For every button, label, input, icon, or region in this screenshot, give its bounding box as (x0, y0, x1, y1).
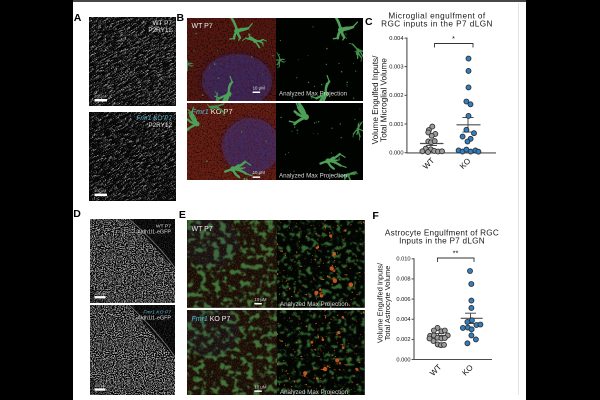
svg-text:Aldh1l1-eGFP: Aldh1l1-eGFP (137, 315, 171, 321)
svg-text:Fmr1 KO P7: Fmr1 KO P7 (143, 309, 171, 315)
svg-text:Microglial engulfment of: Microglial engulfment of (388, 11, 486, 20)
svg-text:WT: WT (421, 156, 436, 171)
svg-text:10 μM: 10 μM (253, 170, 266, 175)
svg-text:Analyzed Max Projection: Analyzed Max Projection (279, 172, 348, 179)
svg-text:0.000: 0.000 (389, 151, 403, 157)
svg-text:0.002: 0.002 (389, 93, 403, 99)
svg-text:Fmr1 KO P7: Fmr1 KO P7 (136, 115, 172, 122)
svg-text:10 μM: 10 μM (255, 297, 268, 302)
svg-text:0.010: 0.010 (396, 257, 410, 263)
svg-text:Total Microglial Volume: Total Microglial Volume (380, 58, 389, 142)
svg-text:**: ** (453, 249, 459, 258)
svg-text:0.004: 0.004 (389, 36, 403, 42)
svg-text:RGC inputs in the P7 dLGN: RGC inputs in the P7 dLGN (381, 20, 493, 29)
svg-text:Aldh1l1-eGFP: Aldh1l1-eGFP (137, 229, 171, 235)
svg-text:100 μM: 100 μM (95, 189, 107, 193)
svg-text:*: * (452, 34, 455, 43)
svg-text:100 μM: 100 μM (95, 94, 107, 98)
svg-text:0.006: 0.006 (396, 297, 410, 303)
svg-text:Fmr1 KO P7: Fmr1 KO P7 (192, 316, 231, 323)
svg-text:10 μM: 10 μM (253, 86, 266, 91)
svg-text:Analyzed Max Projection: Analyzed Max Projection (280, 389, 349, 395)
svg-text:WT P7: WT P7 (156, 223, 171, 229)
svg-text:P2RY12: P2RY12 (148, 122, 172, 129)
svg-text:Analyzed Max Projection: Analyzed Max Projection (279, 90, 348, 97)
svg-text:0.003: 0.003 (389, 64, 403, 70)
svg-text:0.000: 0.000 (396, 357, 410, 363)
svg-text:Volume Engulfed Inputs/: Volume Engulfed Inputs/ (375, 262, 384, 343)
svg-text:WT P7: WT P7 (153, 20, 173, 27)
svg-text:100 μM: 100 μM (94, 384, 105, 388)
svg-text:WT P7: WT P7 (192, 23, 213, 30)
svg-text:Fmr1 KO P7: Fmr1 KO P7 (192, 107, 233, 116)
svg-text:Analyzed Max Projection: Analyzed Max Projection (280, 301, 349, 308)
svg-text:0.001: 0.001 (389, 122, 403, 128)
svg-text:100 μM: 100 μM (94, 291, 105, 295)
svg-text:P2RY12: P2RY12 (148, 27, 172, 34)
svg-text:Total Astrocyte Volume: Total Astrocyte Volume (383, 266, 392, 341)
svg-text:0.008: 0.008 (396, 277, 410, 283)
svg-text:KO: KO (458, 156, 473, 171)
svg-text:WT: WT (428, 363, 443, 378)
svg-text:0.004: 0.004 (396, 317, 410, 323)
svg-text:KO: KO (460, 363, 475, 378)
svg-text:Astrocyte Engulfment of RGC: Astrocyte Engulfment of RGC (385, 228, 499, 237)
svg-text:0.002: 0.002 (396, 337, 410, 343)
svg-text:Inputs in the P7 dLGN: Inputs in the P7 dLGN (399, 237, 485, 246)
svg-text:Volume Engulfed Inputs/: Volume Engulfed Inputs/ (371, 55, 380, 144)
svg-text:WT P7: WT P7 (192, 226, 213, 233)
svg-text:10 μM: 10 μM (255, 384, 268, 389)
